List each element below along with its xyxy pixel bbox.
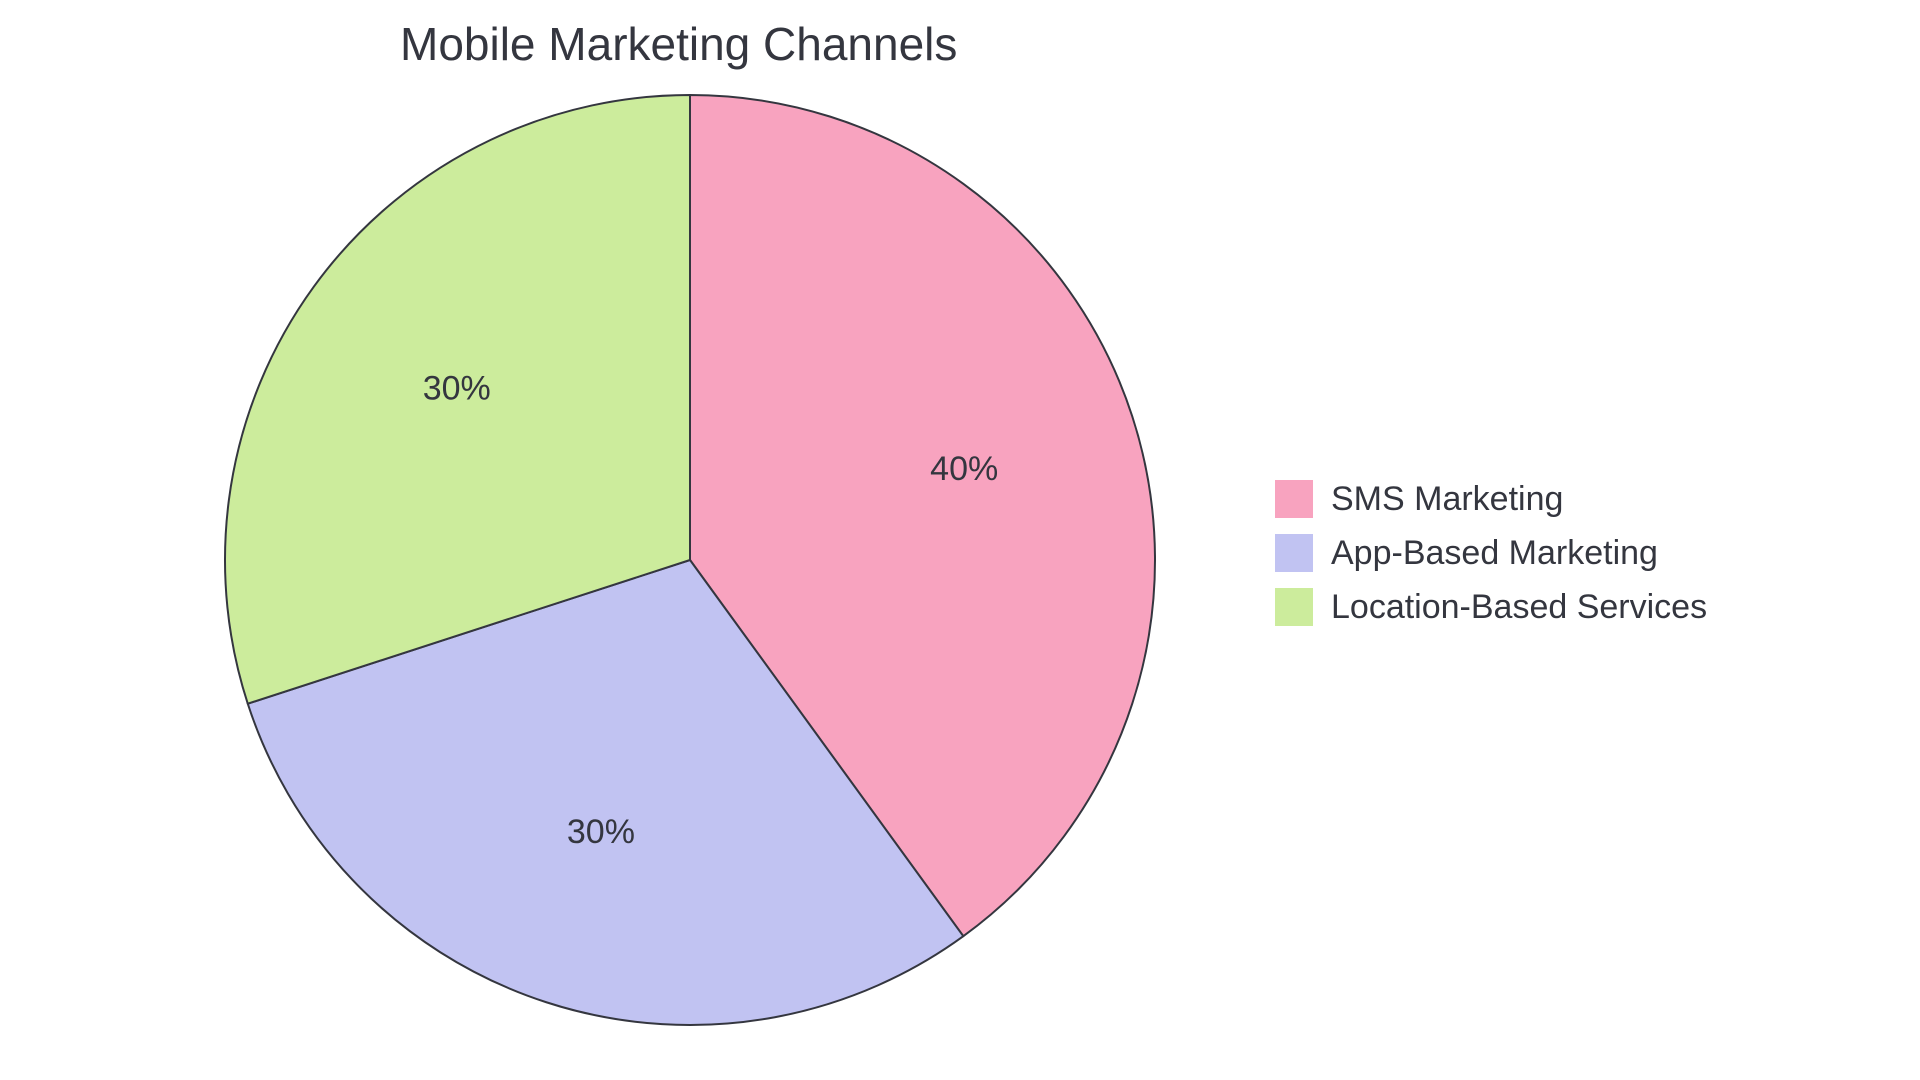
slice-percent-label: 40% [930,450,998,488]
legend-label: SMS Marketing [1331,480,1563,518]
slice-percent-label: 30% [567,813,635,851]
legend-swatch [1275,534,1313,572]
legend-label: Location-Based Services [1331,588,1707,626]
pie-chart: Mobile Marketing Channels 40% 30% 30% SMS … [0,0,1920,1080]
legend-swatch [1275,588,1313,626]
pie-slices [225,95,1155,1025]
legend-label: App-Based Marketing [1331,534,1658,572]
legend: SMS Marketing App-Based Marketing Location… [1275,480,1707,626]
chart-title: Mobile Marketing Channels [400,18,957,70]
legend-swatch [1275,480,1313,518]
slice-percent-label: 30% [423,370,491,408]
